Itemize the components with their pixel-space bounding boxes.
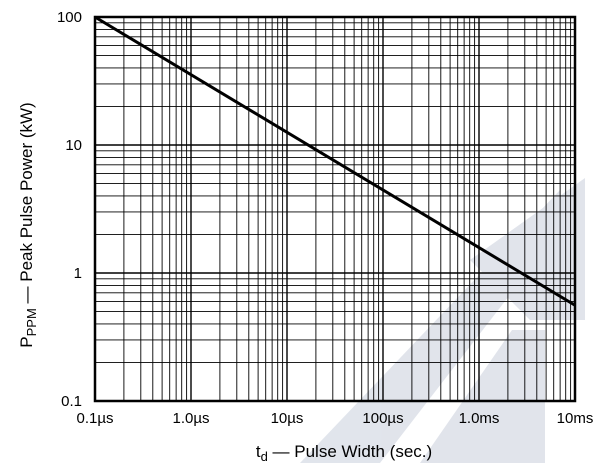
y-axis-title-main: P <box>17 336 36 347</box>
x-tick-label: 10µs <box>271 410 304 427</box>
y-axis-title-subscript: PPM <box>24 308 39 336</box>
y-axis-title-rest: — Peak Pulse Power (kW) <box>17 102 36 308</box>
y-tick-labels: 0.1 1 10 100 <box>57 9 82 410</box>
watermark-stripe <box>420 330 545 463</box>
y-tick-label: 0.1 <box>61 393 82 410</box>
plot-frame <box>93 15 577 403</box>
y-tick-label: 100 <box>57 9 82 26</box>
series-line <box>94 15 576 307</box>
x-tick-labels: 0.1µs 1.0µs 10µs 100µs 1.0ms 10ms <box>77 410 594 427</box>
series <box>94 15 576 307</box>
watermark-stripe <box>470 178 585 320</box>
x-axis-title-rest: — Pulse Width (sec.) <box>268 442 432 461</box>
x-axis-title-subscript: d <box>261 449 268 463</box>
grid <box>94 17 575 402</box>
x-tick-label: 1.0ms <box>459 410 500 427</box>
watermark-graphic <box>300 178 585 463</box>
x-tick-label: 0.1µs <box>77 410 114 427</box>
y-tick-label: 10 <box>65 137 82 154</box>
y-tick-label: 1 <box>74 265 82 282</box>
x-tick-label: 100µs <box>362 410 403 427</box>
x-axis-title: td — Pulse Width (sec.) <box>256 442 432 463</box>
y-axis-title: PPPM — Peak Pulse Power (kW) <box>17 102 39 347</box>
x-axis-title-main: t <box>256 442 261 461</box>
x-tick-label: 10ms <box>557 410 594 427</box>
x-tick-label: 1.0µs <box>173 410 210 427</box>
